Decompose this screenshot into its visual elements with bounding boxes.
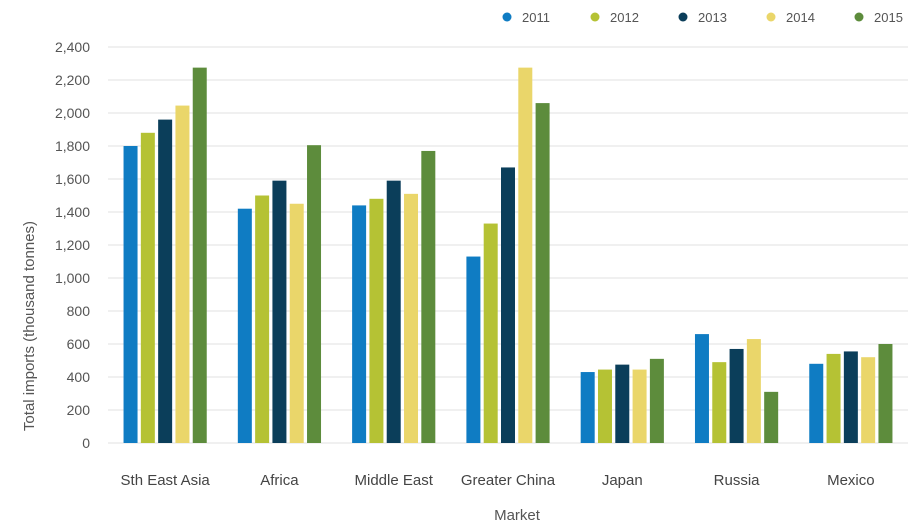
legend-swatch	[502, 12, 512, 22]
bar	[158, 119, 173, 443]
bar	[809, 363, 824, 443]
bar	[501, 167, 515, 443]
y-tick-label: 1,600	[55, 171, 90, 187]
y-tick-label: 2,000	[55, 105, 90, 121]
y-tick-label: 2,400	[55, 39, 90, 55]
legend-label: 2011	[522, 10, 550, 25]
legend-swatch	[766, 12, 776, 22]
bar	[746, 339, 761, 443]
y-axis-title: Total imports (thousand tonnes)	[21, 221, 38, 431]
bar	[729, 348, 744, 443]
bar	[518, 67, 533, 443]
bar	[192, 67, 207, 443]
bar	[878, 344, 893, 443]
y-tick-label: 1,400	[55, 204, 90, 220]
y-tick-label: 800	[67, 303, 91, 319]
bar	[632, 369, 647, 443]
x-tick-label: Japan	[602, 472, 643, 489]
bar	[649, 358, 664, 443]
y-tick-label: 1,200	[55, 237, 90, 253]
x-axis-title: Market	[494, 507, 541, 524]
bar	[861, 357, 876, 443]
legend-label: 2015	[874, 10, 903, 25]
x-tick-label: Greater China	[461, 472, 556, 489]
y-axis-ticks: 0 200 400 600 800 1,000 1,200 1,400 1,600 1,800 2,…	[55, 39, 90, 451]
bar	[712, 362, 727, 443]
y-tick-label: 200	[67, 402, 91, 418]
bar	[597, 369, 612, 443]
bar	[140, 132, 155, 444]
bar	[386, 180, 401, 443]
bar	[369, 198, 384, 443]
bar	[580, 372, 595, 443]
y-tick-label: 600	[67, 336, 91, 352]
legend-swatch	[678, 12, 688, 22]
bar	[466, 256, 481, 443]
bar	[483, 223, 498, 443]
bars	[123, 67, 893, 444]
legend-swatch	[854, 12, 864, 22]
bar	[237, 208, 252, 443]
legend: 2011 2012 2013 2014 2015	[502, 10, 903, 25]
y-tick-label: 1,800	[55, 138, 90, 154]
bar	[615, 364, 630, 443]
x-tick-label: Middle East	[355, 472, 434, 489]
bar	[421, 150, 436, 443]
bar	[826, 353, 841, 443]
bar	[404, 193, 419, 443]
bar	[352, 205, 367, 443]
y-tick-label: 400	[67, 369, 91, 385]
bar	[843, 351, 858, 443]
bar	[175, 105, 190, 443]
x-axis-categories: Sth East Asia Africa Middle East Greater Ch…	[121, 472, 875, 489]
y-tick-label: 0	[82, 435, 90, 451]
bar	[255, 195, 270, 443]
legend-label: 2013	[698, 10, 727, 25]
legend-label: 2012	[610, 10, 639, 25]
x-tick-label: Sth East Asia	[121, 472, 211, 489]
legend-swatch	[590, 12, 600, 22]
bar	[123, 146, 138, 443]
bar	[272, 180, 287, 443]
y-tick-label: 2,200	[55, 72, 90, 88]
y-tick-label: 1,000	[55, 270, 90, 286]
legend-label: 2014	[786, 10, 815, 25]
bar	[694, 334, 709, 443]
x-tick-label: Africa	[260, 472, 299, 489]
bar	[289, 203, 304, 443]
x-tick-label: Mexico	[827, 472, 875, 489]
x-tick-label: Russia	[714, 472, 761, 489]
bar	[764, 391, 779, 443]
bar	[307, 145, 322, 444]
bar	[535, 103, 550, 443]
